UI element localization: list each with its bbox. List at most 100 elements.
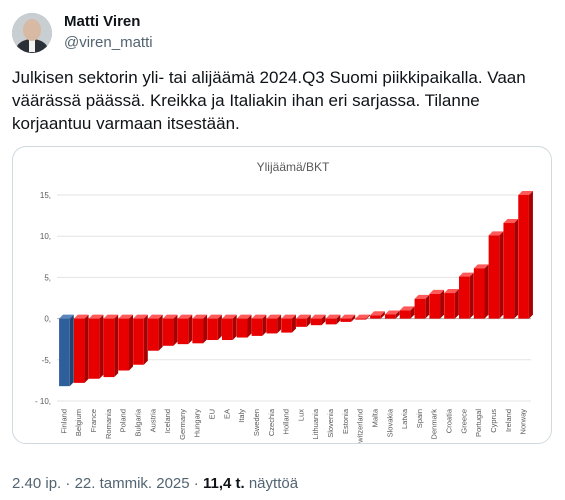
bar-side xyxy=(69,314,74,387)
bar-front xyxy=(266,318,278,334)
bar-front xyxy=(162,318,174,346)
bar-greece xyxy=(459,272,474,319)
bar-front xyxy=(59,318,70,387)
bar-top xyxy=(355,314,370,319)
bar-side xyxy=(425,294,430,319)
bar-top xyxy=(444,289,459,294)
x-tick-label: Malta xyxy=(370,408,379,427)
bar-side xyxy=(514,219,519,319)
bar-front xyxy=(236,318,248,338)
bar-top xyxy=(370,311,385,316)
x-tick-label: EA xyxy=(222,409,231,419)
bar-side xyxy=(454,289,459,319)
tweet-text: Julkisen sektorin yli- tai alijäämä 2024… xyxy=(12,68,526,133)
tweet-meta: 2.40 ip. · 22. tammik. 2025 · 11,4 t. nä… xyxy=(12,475,298,492)
bar-side xyxy=(321,314,326,326)
y-tick-label: 15, xyxy=(40,191,51,200)
x-tick-label: Portugal xyxy=(474,409,483,437)
x-tick-label: Romania xyxy=(104,408,113,439)
x-tick-label: Croatia xyxy=(445,408,454,433)
bar-front xyxy=(429,293,441,319)
bar-side xyxy=(99,314,104,379)
x-tick-label: Italy xyxy=(237,409,246,423)
bar-top xyxy=(162,314,178,319)
chart-title: Ylijäämä/BKT xyxy=(257,160,330,174)
bar-italy xyxy=(236,314,252,338)
bar-side xyxy=(158,314,163,351)
bar-side xyxy=(173,314,178,346)
y-tick-label: - 10, xyxy=(35,397,51,406)
bar-front xyxy=(355,318,366,320)
bar-lux xyxy=(296,314,311,327)
bar-hungary xyxy=(192,314,208,344)
bar-front xyxy=(488,235,500,319)
view-count-label: näyttöä xyxy=(248,475,299,492)
y-tick-label: 10, xyxy=(40,232,51,241)
bar-austria xyxy=(147,314,163,351)
bar-front xyxy=(207,318,218,341)
bar-top xyxy=(222,314,237,319)
x-tick-label: Switzerland xyxy=(356,409,365,443)
x-tick-label: Latvia xyxy=(400,408,409,429)
bar-front xyxy=(325,318,337,325)
bar-portugal xyxy=(473,264,489,319)
bar-top xyxy=(281,314,296,319)
bar-slovakia xyxy=(384,310,400,319)
x-tick-label: Slovenia xyxy=(326,408,335,438)
bar-side xyxy=(469,272,474,319)
image-card[interactable]: Ylijäämä/BKT 15, 10, 5, 0, -5, - 10, Finland B… xyxy=(12,146,552,444)
x-tick-label: Lithuania xyxy=(311,408,320,439)
bar-front xyxy=(340,318,352,322)
bar-top xyxy=(488,231,504,236)
y-axis-ticks: 15, 10, 5, 0, -5, - 10, xyxy=(35,191,51,406)
view-count: 11,4 t. xyxy=(202,475,245,492)
tweet-time[interactable]: 2.40 ip. xyxy=(12,475,62,492)
bar-side xyxy=(277,314,282,334)
bar-front xyxy=(88,318,100,379)
bar-front xyxy=(281,318,292,333)
author-name[interactable]: Matti Viren xyxy=(64,13,141,30)
bar-front xyxy=(459,276,470,319)
x-tick-label: Austria xyxy=(148,408,157,432)
x-tick-label: Czechia xyxy=(267,408,276,436)
bar-side xyxy=(128,314,133,371)
bar-top xyxy=(473,264,489,269)
bar-top xyxy=(118,314,133,319)
bar-front xyxy=(103,318,115,378)
y-tick-label: 0, xyxy=(44,315,51,324)
bar-side xyxy=(380,311,385,319)
bar-romania xyxy=(103,314,119,378)
bar-side xyxy=(291,314,296,333)
author-handle[interactable]: @viren_matti xyxy=(64,34,153,51)
bar-side xyxy=(203,314,208,344)
bar-estonia xyxy=(340,314,356,322)
bar-side xyxy=(484,264,489,319)
bar-top xyxy=(459,272,474,277)
bar-czechia xyxy=(266,314,282,334)
x-tick-label: Slovakia xyxy=(385,408,394,437)
bar-front xyxy=(147,318,159,351)
profile-photo-head xyxy=(23,19,41,41)
bar-side xyxy=(306,314,311,327)
tweet-date[interactable]: 22. tammik. 2025 xyxy=(74,475,190,492)
bar-belgium xyxy=(73,314,89,383)
bar-top xyxy=(266,314,282,319)
bar-top xyxy=(399,306,415,311)
bar-side xyxy=(217,314,222,341)
bar-cyprus xyxy=(488,231,504,319)
x-tick-label: Finland xyxy=(59,409,68,434)
bar-top xyxy=(236,314,252,319)
bar-front xyxy=(503,223,515,319)
x-tick-label: Hungary xyxy=(193,409,202,438)
bar-side xyxy=(499,231,504,319)
bar-top xyxy=(310,314,326,319)
bar-norway xyxy=(518,191,533,319)
bar-top xyxy=(503,219,519,224)
bar-front xyxy=(177,318,189,345)
bar-front xyxy=(192,318,204,344)
bar-front xyxy=(222,318,233,341)
bar-top xyxy=(147,314,163,319)
bar-top xyxy=(429,289,445,294)
avatar[interactable] xyxy=(12,13,52,53)
bar-top xyxy=(414,294,430,299)
